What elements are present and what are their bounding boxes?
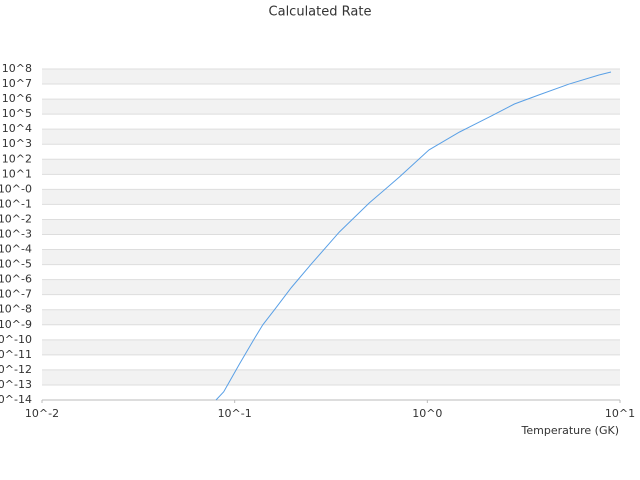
y-tick-label: 10^2 [2, 152, 32, 165]
x-tick-label: 10^0 [412, 407, 442, 420]
y-tick-label: 10^-1 [0, 197, 32, 210]
y-tick-label: 10^-9 [0, 318, 32, 331]
y-tick-label: 10^1 [2, 167, 32, 180]
y-tick-label: 10^-10 [0, 333, 32, 346]
y-tick-label: 10^6 [2, 92, 32, 105]
y-tick-label: 10^-7 [0, 288, 32, 301]
grid-band [42, 369, 620, 385]
y-tick-label: 10^-3 [0, 228, 32, 241]
grid-band [42, 309, 620, 325]
y-tick-label: 10^-5 [0, 258, 32, 271]
y-tick-label: 10^-2 [0, 212, 32, 225]
y-tick-label: 10^-12 [0, 363, 32, 376]
grid-band [42, 249, 620, 265]
grid-band [42, 219, 620, 235]
grid-band [42, 339, 620, 355]
y-tick-label: 10^5 [2, 107, 32, 120]
x-tick-label: 10^1 [605, 407, 635, 420]
y-tick-label: 10^-11 [0, 348, 32, 361]
y-tick-label: 10^4 [2, 122, 32, 135]
x-tick-label: 10^-2 [25, 407, 59, 420]
y-tick-label: 10^-8 [0, 303, 32, 316]
grid-band [42, 99, 620, 115]
grid-band [42, 279, 620, 295]
chart-title: Calculated Rate [269, 5, 372, 20]
y-tick-label: 10^-14 [0, 393, 32, 406]
y-tick-label: 10^3 [2, 137, 32, 150]
x-tick-label: 10^-1 [218, 407, 252, 420]
y-tick-label: 10^7 [2, 77, 32, 90]
grid-band [42, 159, 620, 175]
grid-band [42, 129, 620, 145]
grid-band [42, 189, 620, 205]
grid-band [42, 69, 620, 85]
y-tick-label: 10^-4 [0, 243, 32, 256]
y-tick-label: 10^-13 [0, 378, 32, 391]
y-tick-label: 10^-0 [0, 182, 32, 195]
x-axis-label: Temperature (GK) [521, 424, 620, 437]
y-tick-label: 10^8 [2, 62, 32, 75]
y-tick-label: 10^-6 [0, 273, 32, 286]
data-line [215, 71, 612, 401]
